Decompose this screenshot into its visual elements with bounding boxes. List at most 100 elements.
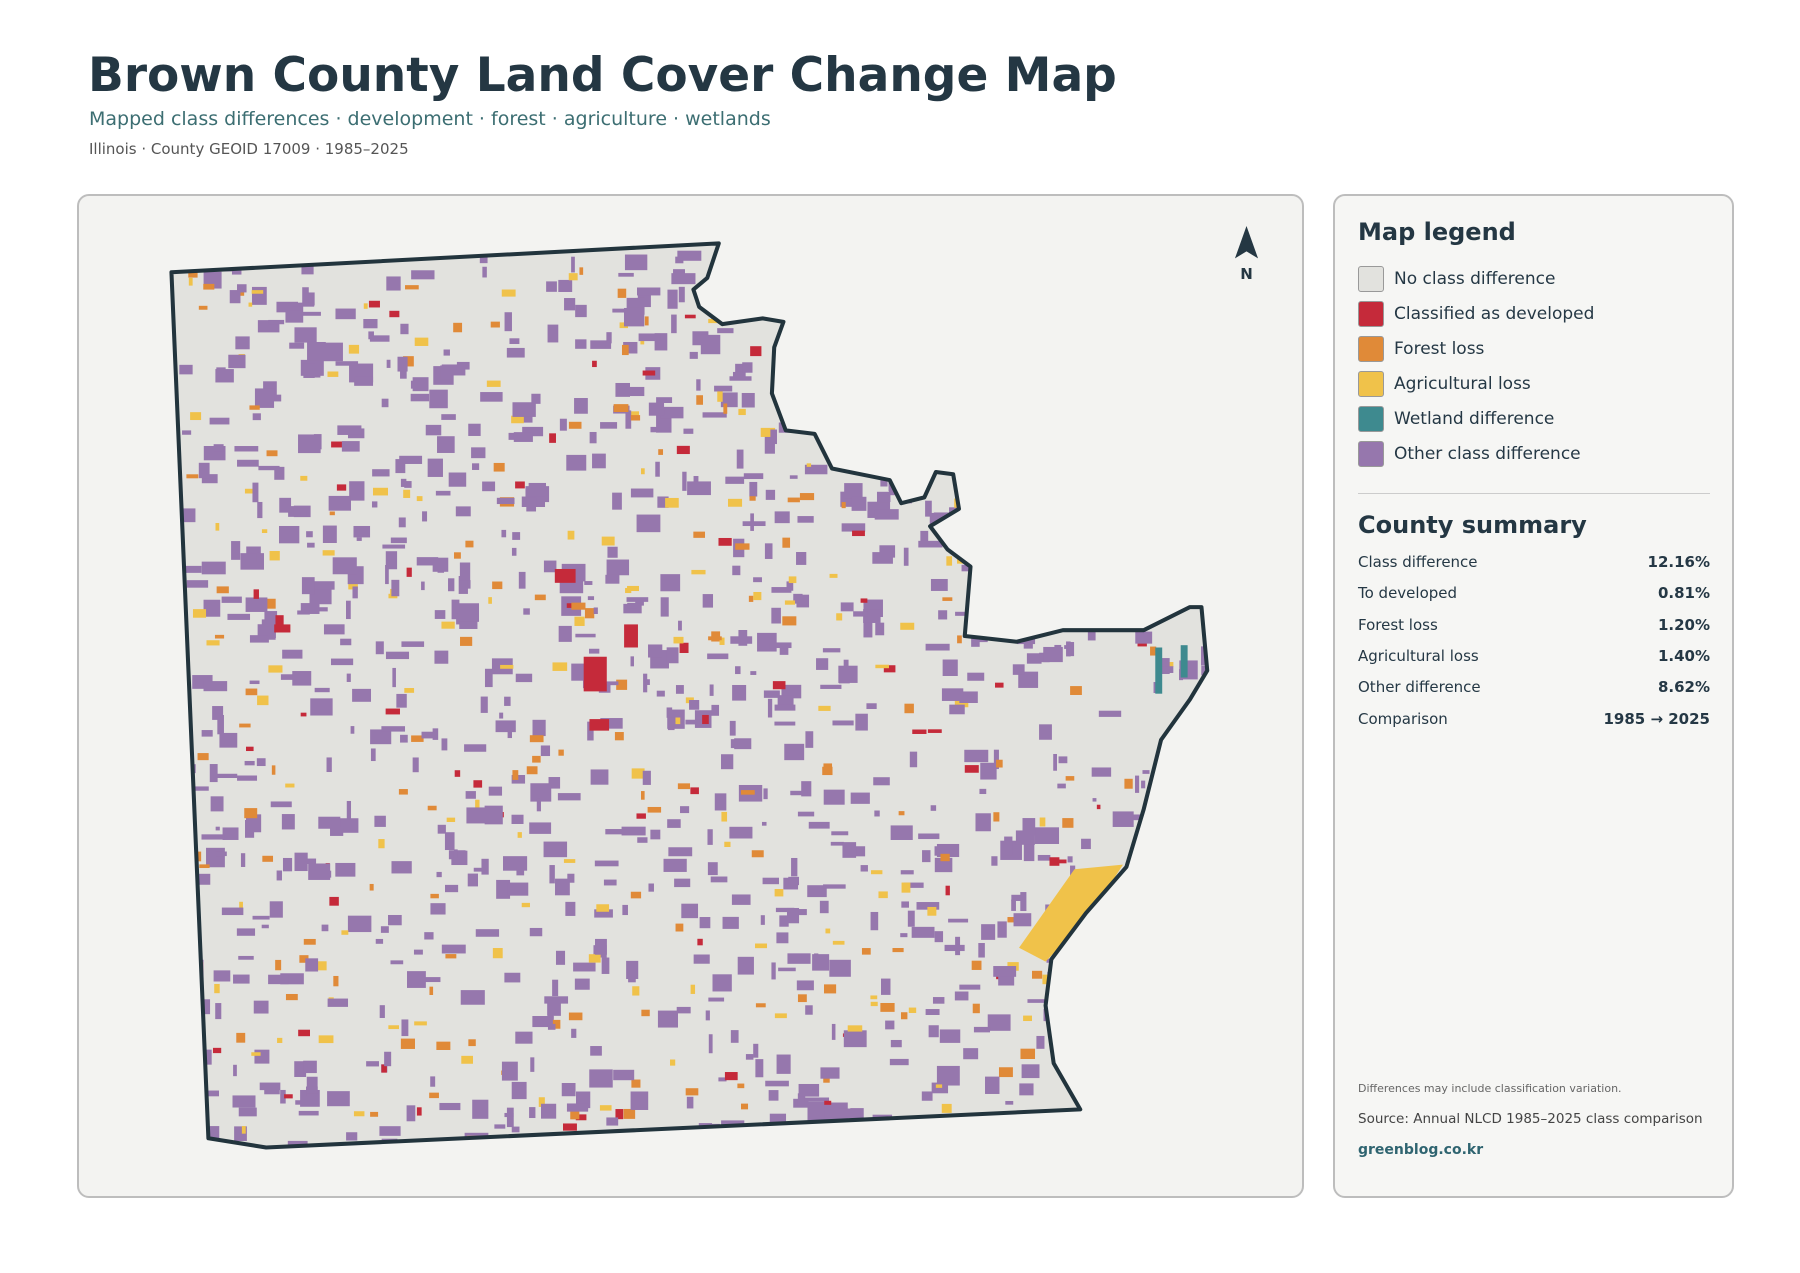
patch [981, 535, 1004, 553]
patch [424, 932, 434, 940]
patch [1189, 990, 1204, 996]
summary-value: 1.20% [1657, 615, 1710, 634]
legend-swatch [1358, 301, 1384, 327]
patch [335, 862, 356, 877]
patch [1111, 445, 1124, 454]
patch [894, 307, 904, 316]
patch [1180, 338, 1190, 357]
patch [845, 349, 863, 361]
patch [1171, 821, 1188, 834]
patch [1152, 412, 1165, 418]
patch [818, 705, 831, 711]
patch [754, 254, 763, 259]
patch [1053, 753, 1057, 771]
patch [221, 907, 244, 916]
patch [796, 980, 814, 991]
patch [666, 647, 679, 664]
patch [203, 599, 221, 617]
patch [515, 481, 525, 489]
patch [264, 611, 278, 627]
patch [414, 337, 429, 346]
patch [214, 983, 220, 994]
patch [331, 441, 346, 448]
patch [253, 1000, 269, 1014]
patch [730, 1030, 739, 1043]
patch [724, 1072, 738, 1081]
patch [405, 285, 419, 290]
summary-label: Comparison [1358, 709, 1448, 728]
patch [678, 620, 682, 631]
patch [349, 481, 365, 501]
credit[interactable]: greenblog.co.kr [1358, 1142, 1484, 1158]
patch [416, 496, 423, 502]
patch [875, 664, 889, 669]
patch [656, 397, 673, 404]
patch [221, 596, 242, 603]
patch [435, 490, 451, 496]
patch [755, 1059, 764, 1078]
patch [954, 1124, 977, 1133]
patch [552, 979, 559, 997]
patch [188, 277, 193, 286]
patch [595, 938, 607, 955]
patch [808, 821, 830, 829]
patch [601, 536, 615, 546]
patch [300, 712, 307, 717]
patch [677, 250, 702, 261]
patch [192, 609, 207, 618]
patch [944, 944, 965, 952]
patch [655, 461, 660, 477]
patch [412, 377, 429, 392]
patch [614, 732, 624, 741]
patch [716, 297, 731, 306]
patch [333, 975, 339, 987]
patch [807, 885, 827, 898]
patch [854, 460, 865, 466]
patch [870, 1001, 878, 1007]
patch [774, 721, 796, 726]
patch [475, 799, 480, 809]
patch [879, 545, 896, 558]
patch [552, 662, 568, 671]
patch [797, 811, 815, 817]
patch [779, 644, 789, 655]
patch [606, 681, 619, 686]
patch [486, 380, 501, 387]
patch [702, 594, 714, 608]
patch [1029, 559, 1041, 567]
patch [259, 1082, 281, 1091]
patch [918, 540, 943, 548]
patch [288, 506, 295, 517]
patch [796, 1142, 810, 1148]
patch [686, 1096, 694, 1109]
patch [1058, 756, 1068, 764]
patch [1064, 645, 1069, 649]
patch [315, 961, 327, 971]
patch [774, 888, 784, 897]
patch [473, 867, 486, 872]
patch [693, 954, 710, 964]
patch [511, 775, 526, 784]
patch [1134, 542, 1139, 549]
patch [240, 553, 264, 570]
patch [836, 613, 843, 621]
patch [555, 878, 570, 896]
patch [637, 287, 661, 296]
patch [885, 342, 891, 350]
patch [471, 447, 486, 459]
patch [1190, 1075, 1208, 1088]
patch [626, 960, 639, 979]
patch [540, 745, 551, 757]
patch [330, 827, 344, 836]
patch [370, 729, 392, 745]
patch [892, 947, 904, 953]
patch [396, 693, 407, 708]
patch [268, 319, 285, 325]
patch [625, 410, 632, 429]
patch [492, 948, 503, 959]
patch [681, 903, 699, 919]
patch [222, 827, 239, 840]
patch [346, 1132, 358, 1141]
patch [987, 1014, 1011, 1031]
patch [488, 597, 492, 604]
